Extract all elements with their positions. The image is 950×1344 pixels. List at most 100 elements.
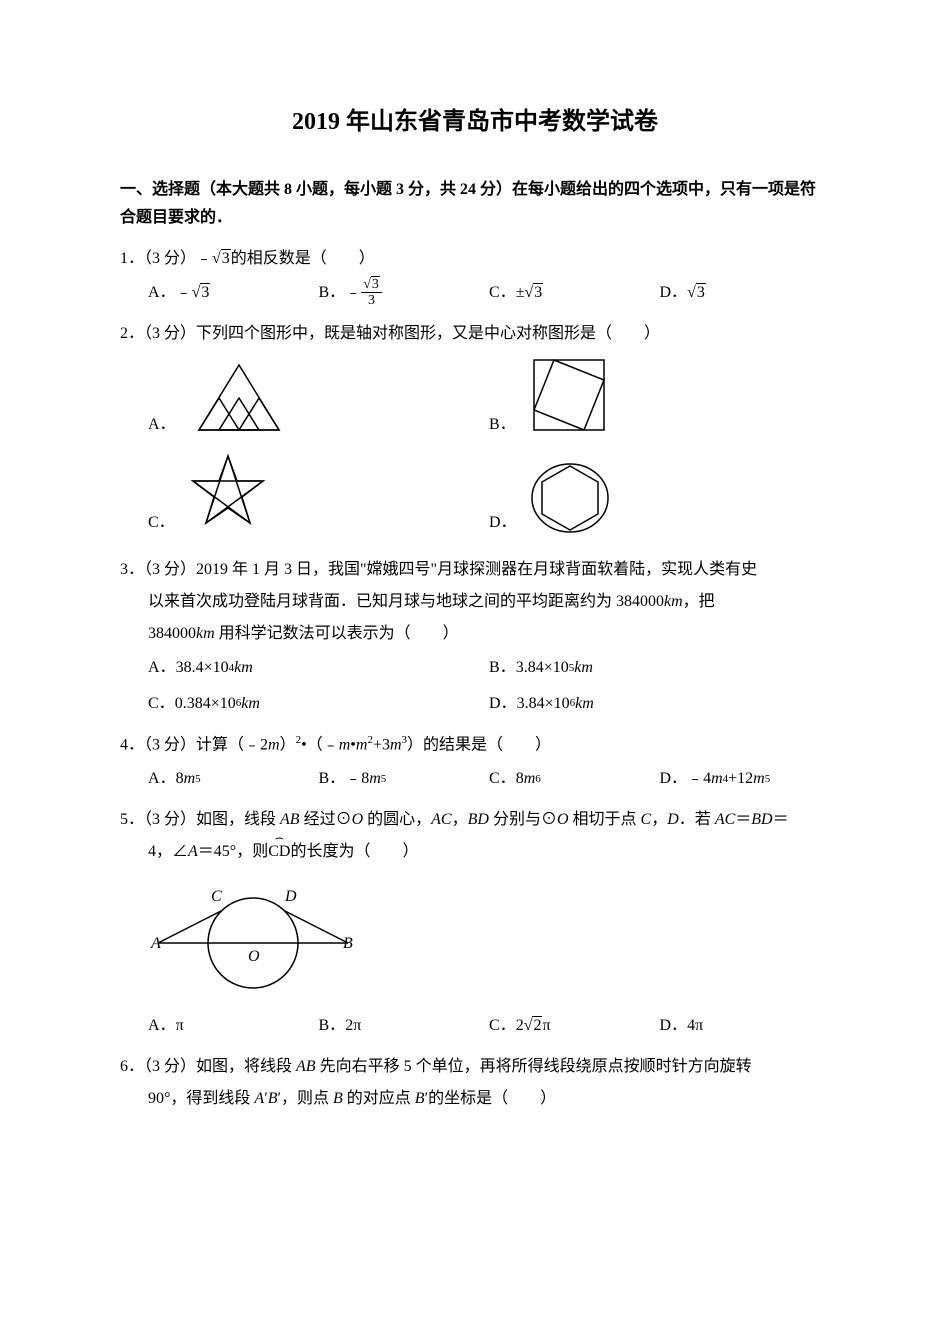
question-6: 6．（3 分）如图，将线段 AB 先向右平移 5 个单位，再将所得线段绕原点按顺…: [120, 1051, 830, 1115]
pi: π: [542, 1008, 550, 1043]
question-1: 1．（3 分）﹣3的相反数是（ ） A． ﹣3 B． ﹣33 C． ±3 D． …: [120, 243, 830, 310]
eq: ＝: [735, 811, 751, 828]
option-label: C．: [148, 686, 175, 721]
q3-option-d: D． 3.84×106km: [489, 686, 830, 721]
q3-line3b: 用科学记数法可以表示为（ ）: [215, 625, 459, 642]
q3-line1: 3．（3 分）2019 年 1 月 3 日，我国"嫦娥四号"月球探测器在月球背面…: [120, 561, 757, 578]
question-2: 2．（3 分）下列四个图形中，既是轴对称图形，又是中心对称图形是（ ） A． B…: [120, 318, 830, 546]
q3-line3a: 384000: [148, 625, 196, 642]
sqrt-value: 3: [371, 276, 380, 292]
q1-suffix: 的相反数是（ ）: [231, 250, 375, 267]
text: 相切于点: [569, 811, 641, 828]
question-4: 4．（3 分）计算（﹣2m）2•（﹣m•m2+3m3）的结果是（ ） A． 8m…: [120, 729, 830, 797]
question-3: 3．（3 分）2019 年 1 月 3 日，我国"嫦娥四号"月球探测器在月球背面…: [120, 554, 830, 720]
text: 分别与⊙: [489, 811, 557, 828]
km-unit: km: [234, 650, 253, 685]
option-base: 38.4×10: [176, 650, 229, 685]
q2-figure-d: D．: [489, 448, 830, 538]
text: 的圆心，: [363, 811, 431, 828]
question-5-line1: 5．（3 分）如图，线段 AB 经过⊙O 的圆心，AC，BD 分别与⊙O 相切于…: [120, 804, 830, 836]
option-label: B．: [319, 1008, 346, 1043]
var-b: B: [415, 1090, 425, 1107]
exponent: 5: [765, 767, 771, 791]
question-1-text: 1．（3 分）﹣3的相反数是（ ）: [120, 243, 830, 275]
hexagon-figure-icon: [525, 458, 615, 538]
label-a: A: [150, 935, 161, 952]
text: 5．（3 分）如图，线段: [120, 811, 280, 828]
q4-suffix: ）的结果是（ ）: [407, 736, 551, 753]
km-unit: km: [574, 650, 593, 685]
q5-option-a: A． π: [148, 1008, 319, 1043]
label-c: C: [211, 888, 222, 905]
comma: ，: [452, 811, 468, 828]
option-base: 3.84×10: [516, 650, 569, 685]
option-label: D．: [660, 761, 688, 796]
q4-option-c: C． 8m6: [489, 761, 660, 796]
var-m: m: [369, 761, 381, 796]
text: ．若: [679, 811, 715, 828]
option-value: 4π: [687, 1008, 703, 1043]
text: 的对应点: [343, 1090, 415, 1107]
coef: 2: [516, 1008, 524, 1043]
sqrt-icon: 3: [363, 277, 380, 292]
text: 先向右平移 5 个单位，再将所得线段绕原点按顺时针方向旋转: [316, 1058, 752, 1075]
star-figure-icon: [183, 448, 273, 538]
q1-options: A． ﹣3 B． ﹣33 C． ±3 D． 3: [148, 275, 830, 310]
option-label: D．: [489, 508, 517, 538]
text: 4，∠: [148, 843, 188, 860]
option-label: B．: [319, 275, 346, 310]
var-o: O: [352, 811, 364, 828]
question-5: 5．（3 分）如图，线段 AB 经过⊙O 的圆心，AC，BD 分别与⊙O 相切于…: [120, 804, 830, 1043]
var-bd: BD: [751, 811, 772, 828]
arc-cd-icon: CD: [268, 836, 290, 868]
label-o: O: [248, 948, 260, 965]
var-m: m: [184, 761, 196, 796]
q5-option-b: B． 2π: [319, 1008, 490, 1043]
sqrt-icon: 3: [192, 275, 211, 310]
var-m: m: [268, 736, 280, 753]
circle-tangent-figure-icon: A B C D O: [148, 868, 358, 1008]
sqrt-value: 3: [200, 283, 210, 301]
q2-figures: A． B． C．: [148, 350, 830, 546]
var-m: m: [390, 736, 402, 753]
neg-sign: ﹣: [176, 275, 192, 310]
fraction: 33: [361, 277, 382, 309]
paren: ）: [280, 736, 296, 753]
q3-line2: 以来首次成功登陆月球背面．已知月球与地球之间的平均距离约为 384000km，把: [148, 586, 830, 618]
var-c: C: [641, 811, 652, 828]
var-m: m: [753, 761, 765, 796]
exponent: 6: [535, 767, 541, 791]
q4-option-d: D． ﹣4m4+12m5: [660, 761, 831, 796]
q2-figure-b: B．: [489, 350, 830, 440]
sqrt-value: 3: [533, 283, 543, 301]
km-unit: km: [196, 625, 215, 642]
coef: 8: [176, 761, 184, 796]
frac-num: 3: [361, 277, 382, 293]
comma: ，: [651, 811, 667, 828]
q5-option-d: D． 4π: [660, 1008, 831, 1043]
question-6-line2: 90°，得到线段 A′B′，则点 B 的对应点 B′的坐标是（ ）: [148, 1083, 830, 1115]
option-label: C．: [148, 508, 175, 538]
var-m: m: [524, 761, 536, 796]
q3-option-b: B． 3.84×105km: [489, 650, 830, 685]
q3-line2b: ，把: [683, 593, 715, 610]
option-label: A．: [148, 761, 176, 796]
var-bd: BD: [468, 811, 489, 828]
text: 90°，得到线段: [148, 1090, 254, 1107]
exam-title: 2019 年山东省青岛市中考数学试卷: [120, 100, 830, 146]
label-d: D: [284, 888, 297, 905]
var-b: B: [268, 1090, 278, 1107]
sqrt-icon: 3: [687, 275, 706, 310]
q3-option-a: A． 38.4×104km: [148, 650, 489, 685]
var-m: m: [356, 736, 368, 753]
option-label: D．: [660, 1008, 688, 1043]
var-m: m: [339, 736, 351, 753]
text: 经过⊙: [300, 811, 352, 828]
option-label: A．: [148, 410, 176, 440]
triangle-figure-icon: [184, 360, 294, 440]
square-figure-icon: [524, 350, 614, 440]
label-b: B: [343, 935, 353, 952]
exponent: 5: [381, 767, 387, 791]
var-a: A: [188, 843, 198, 860]
option-base: 3.84×10: [517, 686, 570, 721]
